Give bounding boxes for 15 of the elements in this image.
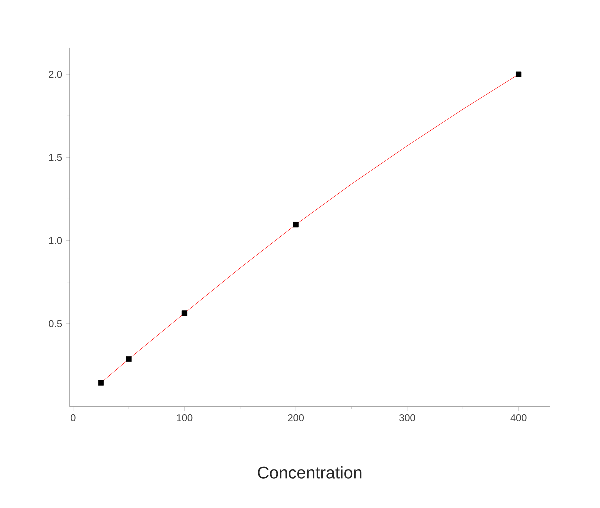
- x-tick-label: 400: [510, 414, 527, 422]
- point: [293, 222, 299, 228]
- x-tick-label: 200: [288, 414, 304, 422]
- x-axis-title: Concentration: [258, 466, 362, 479]
- x-tick-label: 0: [70, 414, 76, 422]
- point: [98, 380, 104, 386]
- x-tick-label: 300: [400, 414, 416, 422]
- point: [516, 72, 522, 78]
- y-tick-label: 2.0: [49, 71, 62, 78]
- y-tick-label: 0.5: [49, 320, 62, 328]
- y-tick-label: 1.5: [49, 154, 62, 162]
- y-tick-label: 1.0: [49, 237, 62, 244]
- x-tick-label: 100: [177, 414, 193, 422]
- point: [182, 310, 188, 316]
- point: [126, 356, 132, 362]
